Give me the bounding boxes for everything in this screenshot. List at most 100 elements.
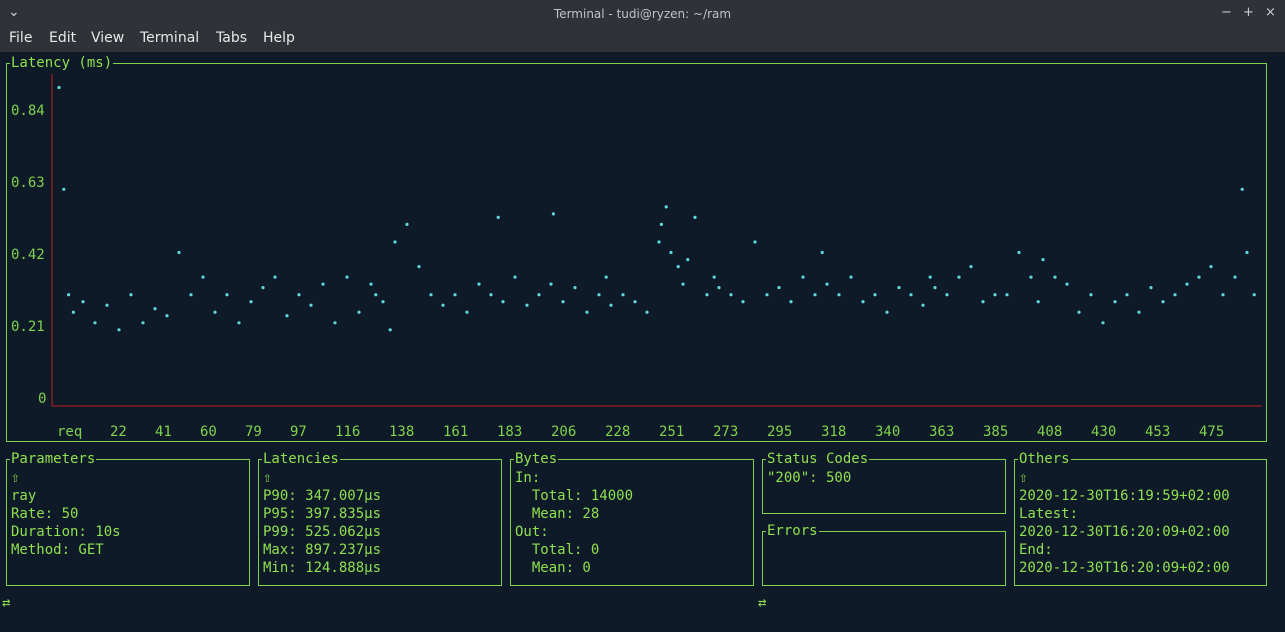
latency-point <box>81 300 85 304</box>
menu-help[interactable]: Help <box>263 30 295 46</box>
latency-point <box>717 286 721 290</box>
latency-point <box>441 303 445 307</box>
x-tick-label: 60 <box>200 424 217 440</box>
latency-point <box>753 240 757 244</box>
latency-point <box>67 293 71 297</box>
latency-point <box>928 275 932 279</box>
latency-point <box>237 321 241 325</box>
latency-point <box>945 293 949 297</box>
latency-point <box>777 286 781 290</box>
menu-view[interactable]: View <box>91 30 125 46</box>
x-tick-label: 273 <box>713 424 739 440</box>
latency-point <box>1077 310 1081 314</box>
latencies-line: P99: 525.062µs <box>263 524 382 540</box>
menu-file[interactable]: File <box>9 30 33 46</box>
latency-point <box>585 310 589 314</box>
latency-point <box>597 293 601 297</box>
latency-point <box>249 300 253 304</box>
x-tick-label: req <box>57 424 83 440</box>
y-tick-label: 0.63 <box>11 175 45 191</box>
others-line: Latest: <box>1019 506 1079 522</box>
x-tick-label: 363 <box>929 424 955 440</box>
latency-point <box>513 275 517 279</box>
latency-point <box>551 212 556 216</box>
latency-point <box>71 310 75 314</box>
latency-point <box>957 275 961 279</box>
latency-point <box>429 293 433 297</box>
latency-point <box>321 282 325 286</box>
close-button[interactable]: × <box>1265 5 1276 20</box>
latency-point <box>789 300 793 304</box>
latency-point <box>374 293 378 297</box>
bytes-line: In: <box>515 470 541 486</box>
latency-point <box>177 250 181 255</box>
latency-point <box>93 321 97 325</box>
x-tick-label: 22 <box>110 424 127 440</box>
latency-point <box>165 314 169 318</box>
x-tick-label: 183 <box>497 424 523 440</box>
y-tick-label: 0.21 <box>11 319 45 335</box>
x-tick-label: 161 <box>443 424 469 440</box>
latency-point <box>1101 321 1105 325</box>
others-line: 2020-12-30T16:19:59+02:00 <box>1019 488 1230 504</box>
latency-point <box>381 300 385 304</box>
menu-terminal[interactable]: Terminal <box>140 30 200 46</box>
latency-point <box>417 265 421 269</box>
y-tick-label: 0.84 <box>11 103 45 119</box>
latencies-line: Min: 124.888µs <box>263 560 382 576</box>
latency-point <box>801 275 805 279</box>
footer-left-swap-icon: ⇄ <box>2 595 11 611</box>
menu-edit[interactable]: Edit <box>49 30 77 46</box>
others-line: 2020-12-30T16:20:09+02:00 <box>1019 560 1230 576</box>
parameters-panel: Parameters ⇧ ray Rate: 50 Duration: 10s … <box>6 451 250 586</box>
latency-point <box>1005 293 1009 297</box>
latency-point <box>933 286 937 290</box>
latency-point <box>909 293 913 297</box>
x-tick-label: 228 <box>605 424 631 440</box>
others-line: End: <box>1019 542 1053 558</box>
x-tick-label: 251 <box>659 424 685 440</box>
window-title: Terminal - tudi@ryzen: ~/ram <box>553 7 732 21</box>
parameters-line: Rate: 50 <box>11 506 79 522</box>
y-tick-label: 0.42 <box>11 247 45 263</box>
latency-point <box>633 300 637 304</box>
parameters-title: Parameters <box>10 451 97 467</box>
latency-point <box>297 293 301 297</box>
latency-point <box>129 293 133 297</box>
latency-point <box>1149 286 1153 290</box>
menu-bar: File Edit View Terminal Tabs Help <box>0 28 1285 52</box>
latencies-line: ⇧ <box>263 470 272 486</box>
latency-point <box>813 293 817 297</box>
latency-point <box>712 275 716 279</box>
latency-point <box>1029 275 1033 279</box>
latency-point <box>501 300 505 304</box>
chevron-down-icon[interactable]: ⌄ <box>8 4 20 20</box>
others-line: 2020-12-30T16:20:09+02:00 <box>1019 524 1230 540</box>
errors-panel: Errors <box>762 523 1006 586</box>
latency-point <box>1252 293 1256 297</box>
latency-chart-panel: Latency (ms) 0.84 0.63 0.42 0.21 0 req 2… <box>6 55 1267 442</box>
x-tick-label: 385 <box>983 424 1009 440</box>
latency-point <box>141 321 145 325</box>
bytes-line: Mean: 0 <box>515 560 591 576</box>
menu-tabs[interactable]: Tabs <box>216 30 247 46</box>
latency-point <box>213 310 217 314</box>
latency-point <box>489 293 493 297</box>
latency-point <box>453 293 457 297</box>
x-tick-label: 206 <box>551 424 577 440</box>
latency-point <box>369 282 373 286</box>
latency-point <box>1089 293 1093 297</box>
latency-plot <box>51 74 1262 407</box>
x-tick-label: 430 <box>1091 424 1117 440</box>
latency-point <box>225 293 229 297</box>
window-titlebar: ⌄ Terminal - tudi@ryzen: ~/ram − + × <box>0 0 1285 28</box>
terminal-area[interactable]: Latency (ms) 0.84 0.63 0.42 0.21 0 req 2… <box>0 52 1285 632</box>
latency-point <box>669 250 673 255</box>
maximize-button[interactable]: + <box>1243 5 1254 20</box>
status-codes-title: Status Codes <box>766 451 870 467</box>
latency-point <box>659 222 664 226</box>
bytes-line: Total: 0 <box>515 542 600 558</box>
latency-point <box>885 310 889 314</box>
latency-point <box>496 215 500 219</box>
minimize-button[interactable]: − <box>1221 5 1232 20</box>
